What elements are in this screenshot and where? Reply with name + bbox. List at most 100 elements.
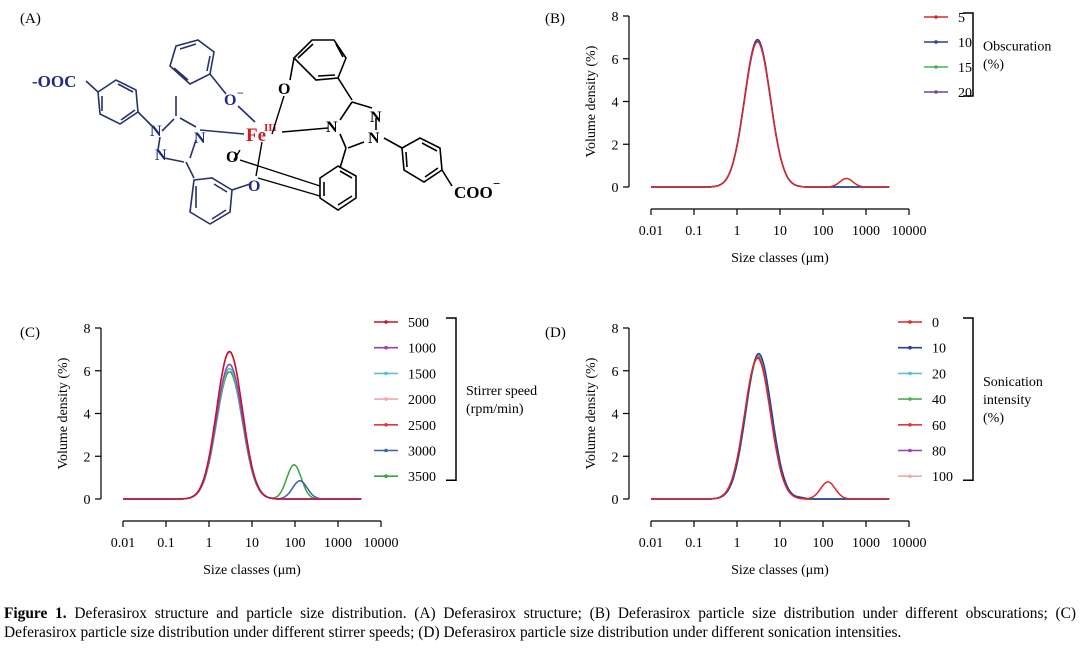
o-atom-coordinating: O — [226, 149, 238, 166]
legend-marker-3000 — [384, 448, 388, 453]
legend-marker-20 — [908, 371, 912, 376]
series-line-1000 — [123, 363, 362, 500]
y-axis-label: Volume density (%) — [584, 357, 599, 469]
panel-label-d: (D) — [545, 325, 566, 341]
series-line-40 — [651, 355, 890, 500]
n-atom-2: N — [155, 147, 167, 164]
legend-title: (%) — [983, 411, 1004, 426]
legend-marker-2500 — [384, 423, 388, 427]
caption-figure-number: Figure 1. — [4, 605, 67, 622]
legend-entry-1500: 1500 — [408, 367, 436, 382]
y-tick-label: 4 — [612, 96, 619, 111]
x-tick-label: 100 — [813, 536, 834, 551]
x-tick-label: 10000 — [892, 536, 927, 551]
x-tick-label: 0.1 — [157, 536, 175, 551]
right-triazole-ring — [339, 101, 403, 169]
panel-label-b: (B) — [545, 11, 565, 27]
legend-marker-80 — [908, 448, 912, 453]
legend-entry-100: 100 — [932, 470, 953, 485]
series-line-100 — [651, 357, 890, 500]
legend-entry-3000: 3000 — [408, 445, 436, 460]
legend-entry-20: 20 — [958, 86, 972, 101]
legend-entry-1000: 1000 — [408, 342, 436, 357]
y-tick-label: 2 — [612, 450, 619, 465]
series-line-2000 — [123, 351, 362, 500]
upper-phenol-ring — [169, 39, 256, 123]
x-tick-label: 0.1 — [685, 536, 703, 551]
figure-caption: Figure 1. Deferasirox structure and part… — [4, 604, 1076, 642]
legend-entry-3500: 3500 — [408, 470, 436, 485]
series-line-20 — [651, 354, 890, 500]
series-line-60 — [651, 357, 890, 500]
x-axis-label: Size classes (μm) — [203, 563, 301, 578]
y-tick-label: 6 — [612, 53, 619, 68]
legend-entry-60: 60 — [932, 419, 946, 434]
carboxylate-right-charge: − — [493, 176, 500, 191]
panel-label-c: (C) — [20, 325, 40, 341]
iron-atom: Fe — [246, 125, 266, 146]
x-tick-label: 0.01 — [111, 536, 136, 551]
x-tick-label: 100 — [813, 224, 834, 239]
x-tick-label: 1 — [734, 224, 741, 239]
x-tick-label: 100 — [285, 536, 306, 551]
x-tick-label: 0.01 — [639, 536, 664, 551]
legend-entry-5: 5 — [958, 11, 965, 26]
x-tick-label: 10 — [773, 536, 787, 551]
y-tick-label: 6 — [84, 365, 91, 380]
legend-entry-10: 10 — [932, 342, 946, 357]
y-tick-label: 4 — [612, 408, 619, 423]
carboxylate-left-label: -OOC — [32, 72, 76, 91]
series-line-15 — [651, 39, 890, 188]
x-tick-label: 0.01 — [639, 224, 664, 239]
legend-entry-40: 40 — [932, 393, 946, 408]
legend-title: Stirrer speed — [466, 384, 537, 399]
legend-marker-100 — [908, 474, 912, 479]
series-line-5 — [651, 40, 890, 188]
carboxylate-right-label: COO — [454, 183, 493, 202]
legend-marker-15 — [934, 65, 938, 69]
series-line-3000 — [123, 367, 362, 500]
n-atom-right-3: N — [368, 130, 380, 147]
y-tick-label: 8 — [84, 322, 91, 337]
series-line-80 — [651, 356, 890, 500]
legend-marker-3500 — [384, 474, 388, 479]
coordination-bonds — [233, 95, 329, 197]
x-tick-label: 0.1 — [685, 224, 703, 239]
x-tick-label: 10 — [245, 536, 259, 551]
legend-marker-2000 — [384, 397, 388, 401]
phenolate-charge: − — [237, 86, 244, 100]
series-line-3500 — [123, 371, 362, 500]
y-tick-label: 8 — [612, 322, 619, 337]
series-line-10 — [651, 352, 890, 500]
phenol-o-lower: O — [248, 178, 260, 195]
legend-marker-0 — [908, 320, 912, 324]
chart-panel-c: (C) 0 2 4 6 8 Volume density (%) 0.01 0.1 1 10 100… — [20, 316, 537, 578]
legend-marker-20 — [934, 90, 938, 94]
legend-title: (%) — [983, 58, 1004, 73]
chart-panel-b: (B) 0 2 4 6 8 Volume density (%) 0.01 0.1 1 10 100… — [545, 10, 1051, 266]
y-axis-label: Volume density (%) — [584, 45, 599, 157]
legend-entry-10: 10 — [958, 36, 972, 51]
n-atom-3: N — [194, 130, 206, 147]
y-axis-label: Volume density (%) — [56, 357, 71, 469]
phenolate-o-upper: O — [224, 92, 236, 109]
y-tick-label: 0 — [84, 493, 91, 508]
y-tick-label: 0 — [612, 493, 619, 508]
panel-label-a: (A) — [20, 11, 41, 27]
legend-entry-15: 15 — [958, 61, 972, 76]
legend-title: (rpm/min) — [466, 402, 524, 417]
legend-bracket — [963, 317, 974, 481]
molecule-structure: (A) -OOC N N N — [20, 11, 500, 225]
x-tick-label: 1000 — [324, 536, 352, 551]
legend-marker-1500 — [384, 371, 388, 376]
y-tick-label: 0 — [612, 181, 619, 196]
n-atom-right-2: N — [370, 109, 382, 126]
legend-entry-20: 20 — [932, 367, 946, 382]
legend-marker-60 — [908, 423, 912, 427]
left-triazole-ring — [157, 96, 245, 179]
lower-right-phenol-ring — [319, 165, 357, 211]
y-tick-label: 6 — [612, 365, 619, 380]
n-atom-1: N — [150, 123, 162, 140]
